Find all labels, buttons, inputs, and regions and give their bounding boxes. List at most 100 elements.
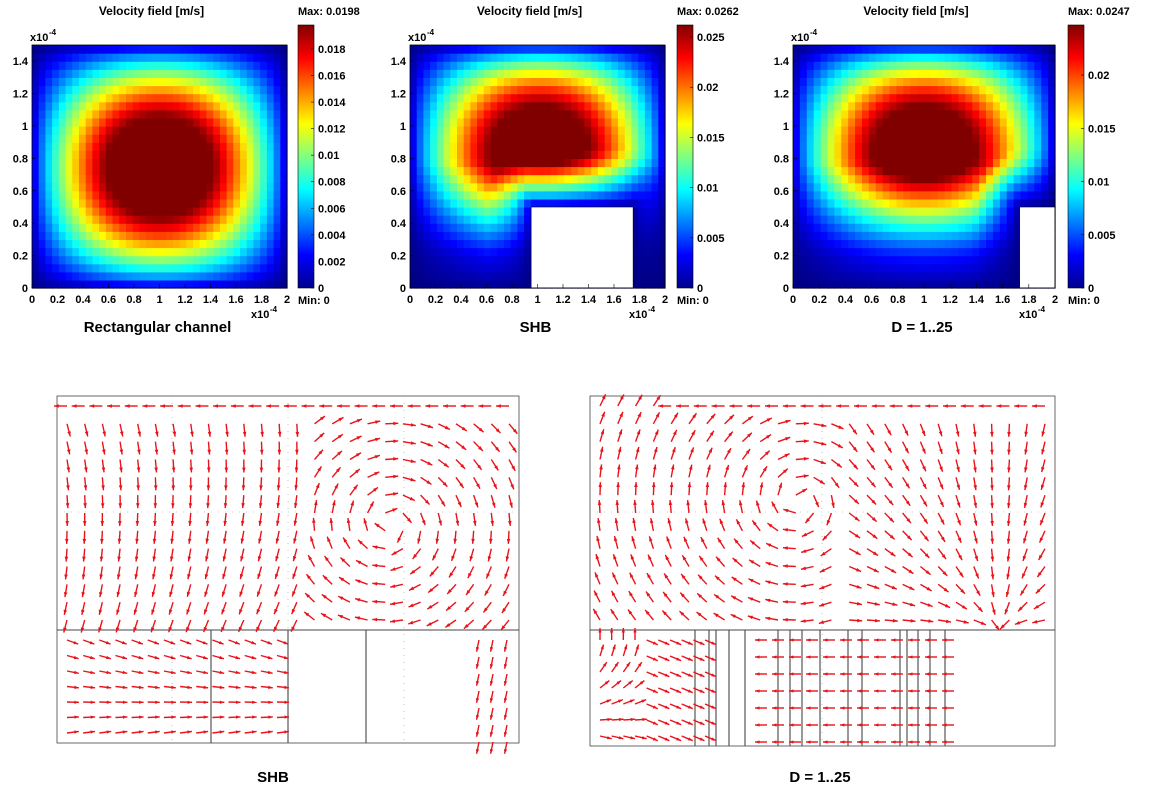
vector-arrowhead <box>870 464 875 470</box>
vector-arrowhead <box>973 431 977 437</box>
colorbar-tick-label: 0.002 <box>318 256 346 268</box>
vector-arrowhead <box>268 685 273 689</box>
vector-arrowhead <box>390 567 396 571</box>
vector-arrowhead <box>641 699 647 703</box>
vector-arrowhead <box>652 641 658 645</box>
vector-arrowhead <box>283 655 289 660</box>
vector-arrowhead <box>699 673 705 677</box>
vector-arrowhead <box>251 641 256 645</box>
vector-arrowhead <box>1020 590 1025 596</box>
vector-arrowhead <box>708 447 713 453</box>
vector-arrowhead <box>610 628 614 633</box>
vector-arrowhead <box>294 502 298 509</box>
vector-arrowhead <box>186 641 192 645</box>
vector-arrowhead <box>921 430 926 436</box>
vector-arrowhead <box>891 689 896 693</box>
vector-arrowhead <box>187 715 193 719</box>
vector-arrowhead <box>63 627 67 633</box>
panel-caption: SHB <box>257 769 289 786</box>
vector-arrowhead <box>139 700 144 704</box>
vector-arrowhead <box>154 670 160 675</box>
vector-arrowhead <box>224 449 229 455</box>
vector-arrowhead <box>155 700 160 704</box>
obstacle-block <box>530 206 634 289</box>
vector-arrowhead <box>766 417 772 422</box>
y-tick-label: 1.4 <box>774 56 790 68</box>
vector-arrowhead <box>503 681 508 686</box>
vector-field <box>592 393 1046 744</box>
vector-arrowhead <box>607 717 612 722</box>
vector-arrowhead <box>495 446 500 452</box>
vector-arrowhead <box>100 538 104 544</box>
vector-arrowhead <box>699 641 705 645</box>
vector-arrowhead <box>136 467 141 473</box>
vector-arrowhead <box>251 685 257 689</box>
vector-arrowhead <box>618 429 623 435</box>
vector-arrowhead <box>823 689 828 693</box>
vector-arrowhead <box>669 482 674 488</box>
vector-arrowhead <box>354 404 360 408</box>
vector-arrowhead <box>64 574 68 580</box>
vector-arrowhead <box>500 625 506 631</box>
vector-arrowhead <box>838 425 844 429</box>
vector-arrowhead <box>823 638 828 642</box>
vector-arrowhead <box>683 536 688 542</box>
vector-arrowhead <box>355 452 361 457</box>
y-tick-label: 0.6 <box>13 186 28 198</box>
x-exponent-power: -4 <box>648 305 656 314</box>
vector-arrowhead <box>65 538 69 544</box>
vector-arrowhead <box>356 419 362 423</box>
vector-arrowhead <box>172 449 176 455</box>
vector-arrowhead <box>337 614 344 619</box>
vector-arrowhead <box>168 627 173 633</box>
vector-arrowhead <box>676 641 682 645</box>
vector-arrowhead <box>676 705 682 709</box>
vector-arrowhead <box>874 689 879 693</box>
vector-arrowhead <box>685 518 689 524</box>
vector-arrowhead <box>650 500 655 506</box>
x-exponent-power: -4 <box>1038 305 1046 314</box>
vector-arrowhead <box>151 627 155 633</box>
vector-arrowhead <box>646 573 651 579</box>
vector-arrowhead <box>495 428 501 434</box>
vector-arrowhead <box>941 554 946 560</box>
y-tick-label: 1.4 <box>391 56 407 68</box>
vector-arrowhead <box>874 618 880 623</box>
vector-arrowhead <box>619 411 623 418</box>
vector-arrowhead <box>219 715 225 719</box>
vector-arrowhead <box>648 554 652 560</box>
vector-arrowhead <box>673 412 678 418</box>
vector-arrowhead <box>219 730 225 734</box>
vector-arrowhead <box>99 574 103 580</box>
vector-arrowhead <box>957 519 961 526</box>
vector-arrowhead <box>664 689 670 693</box>
vector-arrowhead <box>805 518 810 524</box>
x-tick-label: 0.8 <box>126 294 141 306</box>
x-exponent-power: -4 <box>270 305 278 314</box>
vector-arrowhead <box>680 592 685 598</box>
vector-arrowhead <box>106 655 111 660</box>
vector-arrowhead <box>942 689 947 693</box>
vector-arrowhead <box>806 638 811 642</box>
vector-arrowhead <box>293 538 297 544</box>
quiver-panel-2: D = 1..25 <box>589 393 1056 786</box>
vector-arrowhead <box>707 464 711 470</box>
vector-arrowhead <box>927 603 933 607</box>
vector-arrowhead <box>806 689 811 693</box>
colorbar-tick-label: 0.01 <box>697 183 718 195</box>
vector-arrowhead <box>258 520 263 526</box>
vector-arrowhead <box>940 519 945 525</box>
vector-arrowhead <box>978 404 984 408</box>
vector-arrowhead <box>1023 484 1028 491</box>
colorbar-min-label: Min: 0 <box>677 295 709 307</box>
vector-arrowhead <box>943 587 949 593</box>
vector-arrowhead <box>1007 467 1011 473</box>
vector-arrowhead <box>445 623 451 628</box>
vector-arrowhead <box>203 655 208 660</box>
vector-arrowhead <box>664 673 670 677</box>
vector-arrowhead <box>490 520 495 526</box>
vector-arrowhead <box>81 574 86 580</box>
vector-arrowhead <box>871 499 877 505</box>
vector-arrowhead <box>633 628 637 633</box>
heatmap-panel-1: Velocity field [m/s] 0 0.2 0.4 0.6 0.8 1 1.2 1.4… <box>13 4 360 336</box>
